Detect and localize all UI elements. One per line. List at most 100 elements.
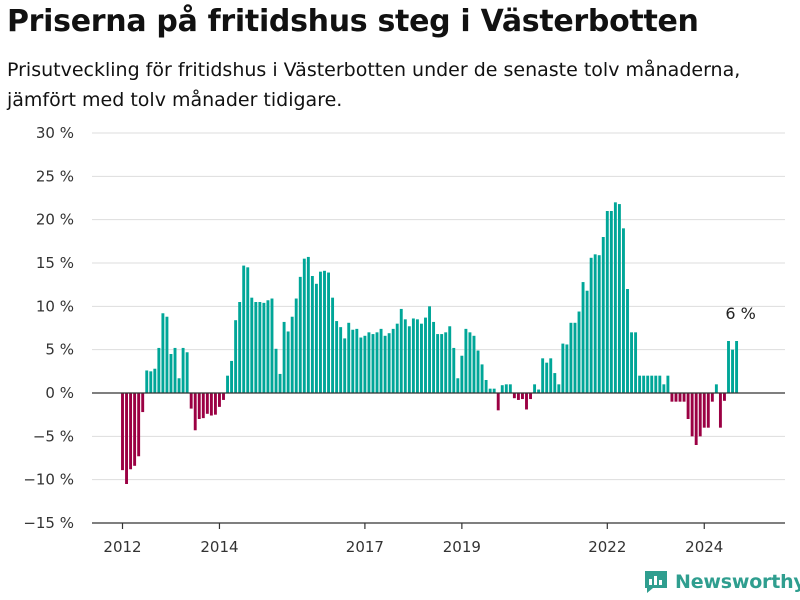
bar <box>428 306 431 393</box>
bar <box>125 393 128 484</box>
bar <box>145 370 149 393</box>
bar <box>686 393 690 419</box>
bar <box>407 326 411 393</box>
bar <box>646 375 650 393</box>
bar <box>654 375 658 393</box>
bar <box>169 354 173 393</box>
bar <box>121 393 124 471</box>
bar <box>282 321 286 393</box>
bar <box>153 368 157 393</box>
bar <box>193 393 197 431</box>
bar <box>230 360 234 393</box>
bar <box>694 393 698 445</box>
bar <box>278 373 282 393</box>
bar <box>205 393 209 414</box>
bar <box>557 384 561 393</box>
bar <box>440 334 444 393</box>
bar <box>573 322 577 393</box>
bar <box>157 347 161 393</box>
newsworthy-brand: Newsworthy <box>643 569 800 595</box>
bar <box>209 393 213 416</box>
bar <box>234 320 238 393</box>
bar <box>464 328 468 393</box>
bar <box>553 373 557 393</box>
bar <box>735 341 739 393</box>
bar <box>529 393 532 400</box>
bar <box>363 335 367 393</box>
bar <box>561 343 565 393</box>
bar <box>605 211 609 393</box>
bar <box>456 378 460 393</box>
y-tick-label: 0 % <box>45 384 74 402</box>
bar <box>666 375 670 393</box>
bar <box>706 393 710 428</box>
bar <box>149 371 153 393</box>
bar <box>359 337 363 393</box>
y-tick-label: −10 % <box>23 471 74 489</box>
bar <box>662 384 666 393</box>
bar <box>395 323 399 393</box>
y-grid: 30 % 25 % 20 % 15 % 10 % 5 % 0 % −5 % −10 % −15 % <box>23 124 785 532</box>
bar <box>658 375 662 393</box>
bar <box>436 334 440 393</box>
brand-name: Newsworthy <box>675 571 800 593</box>
bar <box>129 393 133 470</box>
bar <box>508 384 512 393</box>
bar <box>314 283 318 393</box>
bar <box>242 265 246 393</box>
bar <box>678 393 682 402</box>
bar <box>298 276 302 393</box>
bar <box>452 347 456 393</box>
bar <box>213 393 217 415</box>
bar <box>185 352 189 393</box>
bar <box>492 388 496 393</box>
bar <box>569 322 573 393</box>
bar <box>432 321 436 393</box>
bar <box>391 328 395 393</box>
bar <box>177 378 181 393</box>
bar <box>371 334 375 393</box>
bar <box>504 384 508 393</box>
bar <box>476 350 480 393</box>
bar <box>286 331 290 393</box>
y-tick-label: 20 % <box>36 211 74 229</box>
bar <box>222 393 225 400</box>
bar <box>133 393 137 466</box>
bar <box>642 375 646 393</box>
bars <box>121 202 739 484</box>
bar <box>367 332 371 393</box>
bar <box>302 258 306 393</box>
x-tick-label: 2024 <box>685 538 723 556</box>
y-tick-label: 30 % <box>36 124 74 142</box>
bar <box>294 298 298 393</box>
bar <box>480 364 484 393</box>
x-tick-label: 2012 <box>103 538 141 556</box>
bar <box>343 338 347 393</box>
bar <box>698 393 702 437</box>
bar <box>727 341 730 393</box>
bar <box>484 380 488 393</box>
bar <box>702 393 706 428</box>
newsworthy-logo-icon <box>645 571 667 593</box>
chart-title: Priserna på fritidshus steg i Västerbott… <box>7 4 699 39</box>
bar <box>670 393 674 402</box>
annotations: 6 % <box>725 304 755 323</box>
bar <box>593 254 597 393</box>
bar <box>335 321 339 393</box>
bar <box>496 393 500 411</box>
bar <box>375 332 379 393</box>
y-tick-label: 15 % <box>36 254 74 272</box>
bar <box>690 393 694 437</box>
bar <box>585 290 589 393</box>
bar <box>189 393 193 409</box>
y-tick-label: 25 % <box>36 167 74 185</box>
bar <box>351 329 355 393</box>
bar <box>541 358 545 393</box>
bar <box>638 375 642 393</box>
bar <box>383 335 387 393</box>
bar <box>488 388 492 393</box>
bar <box>266 300 270 393</box>
bar <box>379 328 383 393</box>
bar <box>201 393 205 419</box>
bar <box>415 319 419 393</box>
